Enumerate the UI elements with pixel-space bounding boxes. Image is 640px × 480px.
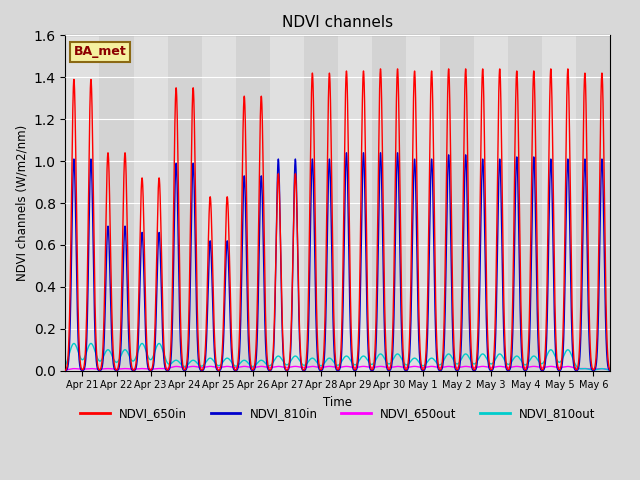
Bar: [577, 36, 611, 371]
Bar: [236, 36, 270, 371]
Bar: [99, 36, 134, 371]
Legend: NDVI_650in, NDVI_810in, NDVI_650out, NDVI_810out: NDVI_650in, NDVI_810in, NDVI_650out, NDV…: [76, 403, 600, 425]
Bar: [202, 36, 236, 371]
Bar: [65, 36, 99, 371]
Bar: [440, 36, 474, 371]
Title: NDVI channels: NDVI channels: [282, 15, 394, 30]
Bar: [304, 36, 338, 371]
Bar: [270, 36, 304, 371]
X-axis label: Time: Time: [323, 396, 353, 409]
Bar: [168, 36, 202, 371]
Bar: [508, 36, 542, 371]
Y-axis label: NDVI channels (W/m2/nm): NDVI channels (W/m2/nm): [15, 125, 28, 281]
Bar: [372, 36, 406, 371]
Bar: [542, 36, 577, 371]
Text: BA_met: BA_met: [74, 46, 126, 59]
Bar: [134, 36, 168, 371]
Bar: [474, 36, 508, 371]
Bar: [338, 36, 372, 371]
Bar: [406, 36, 440, 371]
